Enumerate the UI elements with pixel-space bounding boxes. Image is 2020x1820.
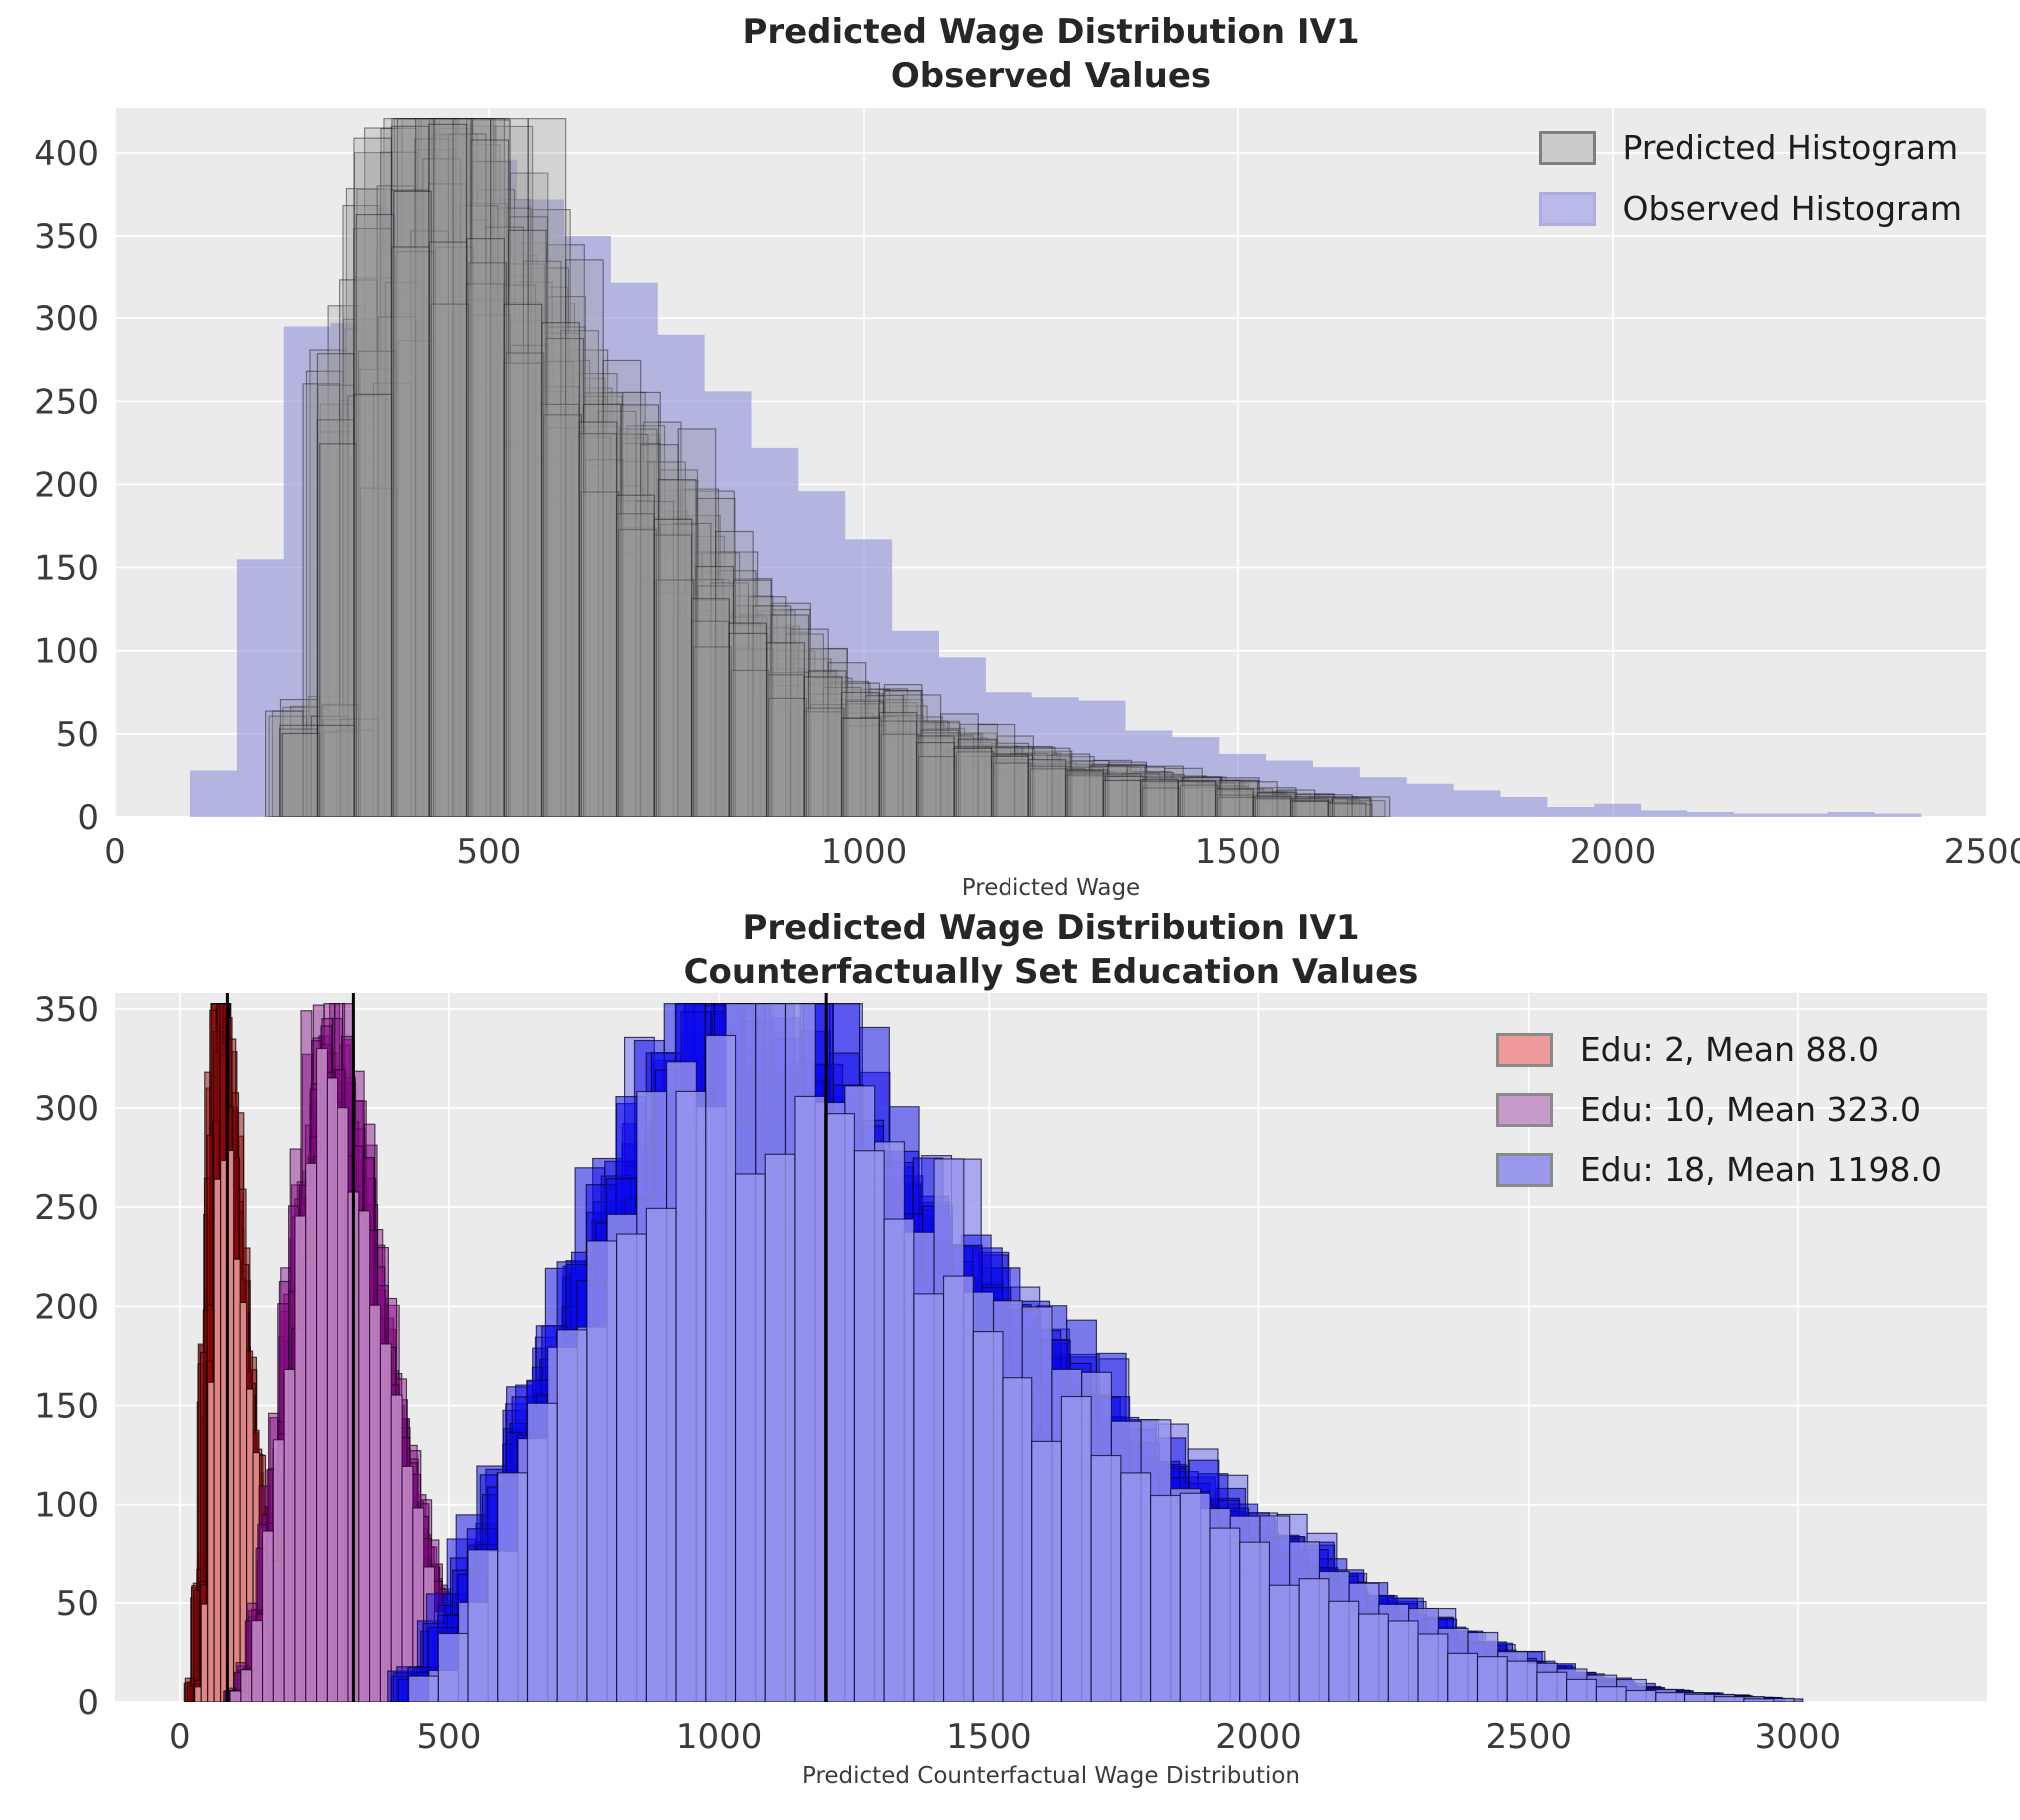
svg-text:0: 0 [77, 1683, 99, 1723]
svg-text:1500: 1500 [946, 1717, 1032, 1757]
legend-label: Edu: 18, Mean 1198.0 [1579, 1150, 1942, 1189]
predicted-histogram-swatch [1538, 130, 1596, 165]
edu18-swatch [1495, 1152, 1553, 1187]
svg-text:1000: 1000 [821, 832, 908, 872]
top-x-axis-label: Predicted Wage [961, 875, 1141, 901]
observed-histogram-swatch [1538, 191, 1596, 226]
svg-text:0: 0 [104, 832, 126, 872]
legend-label: Edu: 10, Mean 323.0 [1579, 1090, 1921, 1129]
svg-text:150: 150 [34, 1387, 99, 1427]
svg-text:0: 0 [169, 1717, 191, 1757]
svg-text:100: 100 [34, 632, 99, 672]
svg-text:100: 100 [34, 1486, 99, 1525]
bottom-x-axis-label: Predicted Counterfactual Wage Distributi… [801, 1763, 1301, 1789]
svg-text:350: 350 [34, 217, 99, 257]
svg-text:300: 300 [34, 300, 99, 339]
svg-text:1500: 1500 [1195, 832, 1282, 872]
legend-entry-predicted: Predicted Histogram [1538, 128, 1962, 167]
legend-label: Predicted Histogram [1622, 128, 1959, 167]
legend-label: Observed Histogram [1622, 189, 1962, 228]
svg-text:1000: 1000 [676, 1717, 763, 1757]
svg-text:500: 500 [457, 832, 522, 872]
bottom-title-line1: Predicted Wage Distribution IV1 [742, 909, 1360, 948]
svg-text:200: 200 [34, 465, 99, 505]
edu2-swatch [1495, 1032, 1553, 1067]
svg-text:2500: 2500 [1485, 1717, 1572, 1757]
legend-label: Edu: 2, Mean 88.0 [1579, 1030, 1880, 1069]
svg-text:50: 50 [56, 1584, 99, 1624]
svg-text:50: 50 [56, 715, 99, 755]
svg-text:2000: 2000 [1215, 1717, 1302, 1757]
legend-entry-observed: Observed Histogram [1538, 189, 1962, 228]
top-chart-canvas: 0 50 100 150 200 250 300 350 400 0 500 1000 1500 2000… [34, 108, 2020, 872]
bottom-title-line2: Counterfactually Set Education Values [683, 952, 1419, 992]
svg-text:0: 0 [77, 798, 99, 838]
svg-text:250: 250 [34, 1188, 99, 1228]
svg-text:350: 350 [34, 990, 99, 1030]
legend-entry-edu18: Edu: 18, Mean 1198.0 [1495, 1150, 1942, 1189]
svg-text:250: 250 [34, 382, 99, 422]
edu10-swatch [1495, 1092, 1553, 1127]
top-title-line2: Observed Values [890, 56, 1212, 96]
legend-entry-edu2: Edu: 2, Mean 88.0 [1495, 1030, 1942, 1069]
legend-entry-edu10: Edu: 10, Mean 323.0 [1495, 1090, 1942, 1129]
svg-text:150: 150 [34, 549, 99, 589]
top-legend: Predicted Histogram Observed Histogram [1538, 128, 1962, 228]
svg-text:3000: 3000 [1755, 1717, 1842, 1757]
top-chart-title: Predicted Wage Distribution IV1 Observed… [115, 10, 1987, 98]
svg-text:500: 500 [417, 1717, 482, 1757]
bottom-chart-canvas: 0 50 100 150 200 250 300 350 0 500 1000 1500 2000 250… [34, 990, 1987, 1757]
bottom-chart-title: Predicted Wage Distribution IV1 Counterf… [115, 907, 1987, 994]
svg-text:2000: 2000 [1570, 832, 1657, 872]
top-title-line1: Predicted Wage Distribution IV1 [742, 12, 1360, 52]
svg-text:300: 300 [34, 1089, 99, 1129]
svg-text:400: 400 [34, 134, 99, 174]
bottom-legend: Edu: 2, Mean 88.0 Edu: 10, Mean 323.0 Ed… [1495, 1030, 1942, 1189]
svg-text:200: 200 [34, 1287, 99, 1327]
svg-text:2500: 2500 [1944, 832, 2020, 872]
